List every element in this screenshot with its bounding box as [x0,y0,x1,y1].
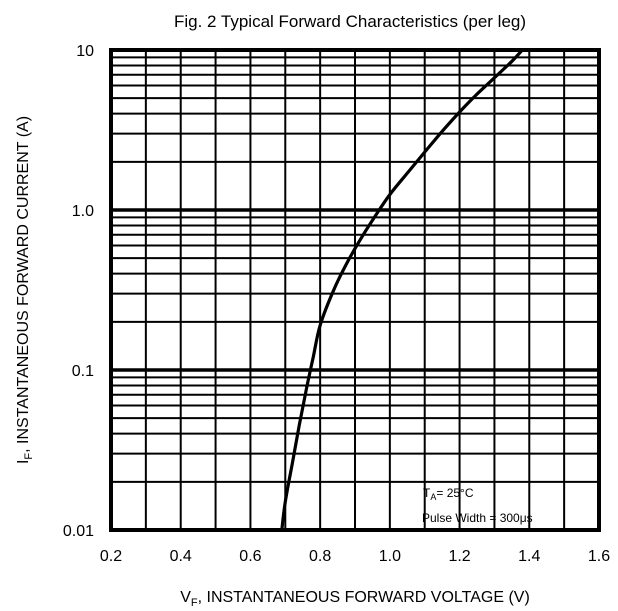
y-tick-label: 0.1 [72,363,94,380]
forward-characteristic-curve [280,48,524,532]
x-tick-label: 0.2 [100,548,122,565]
y-axis-label: IF, INSTANTANEOUS FORWARD CURRENT (A) [15,116,35,464]
x-tick-labels: 0.2 0.4 0.6 0.8 1.0 1.2 1.4 1.6 [100,548,610,565]
x-tick-label: 1.6 [588,548,610,565]
x-tick-label: 0.8 [309,548,331,565]
x-tick-label: 1.2 [448,548,470,565]
x-tick-label: 1.0 [379,548,401,565]
grid [111,50,599,530]
temperature-annotation: TA= 25°C [423,486,474,502]
y-tick-label: 10 [76,43,94,60]
x-tick-label: 0.6 [239,548,261,565]
chart-title: Fig. 2 Typical Forward Characteristics (… [174,12,526,31]
conditions-annotation: TA= 25°C Pulse Width = 300μs [422,486,533,525]
x-axis-label: VF, INSTANTANEOUS FORWARD VOLTAGE (V) [180,589,530,609]
y-tick-labels: 0.01 0.1 1.0 10 [63,43,94,540]
plot-frame [109,48,601,532]
x-tick-label: 0.4 [170,548,192,565]
y-tick-label: 1.0 [72,203,94,220]
curves [280,48,524,532]
pulse-width-annotation: Pulse Width = 300μs [422,511,533,525]
x-tick-label: 1.4 [518,548,540,565]
y-tick-label: 0.01 [63,523,94,540]
